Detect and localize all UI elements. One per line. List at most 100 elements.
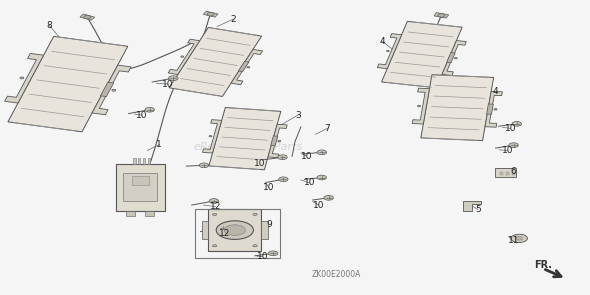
Polygon shape (378, 34, 402, 69)
Text: 10: 10 (263, 183, 274, 192)
Circle shape (20, 77, 24, 79)
Bar (132, 176, 149, 185)
Text: 4: 4 (379, 37, 385, 46)
Polygon shape (485, 91, 502, 127)
Text: 10: 10 (313, 201, 324, 209)
Circle shape (278, 155, 287, 160)
Polygon shape (168, 39, 199, 75)
Bar (143, 158, 145, 164)
Text: 1: 1 (156, 140, 162, 149)
FancyArrowPatch shape (206, 38, 250, 45)
FancyArrowPatch shape (219, 147, 265, 150)
FancyArrowPatch shape (214, 166, 260, 169)
Circle shape (516, 237, 523, 240)
Circle shape (212, 213, 217, 215)
Text: 6: 6 (510, 167, 516, 176)
Circle shape (278, 177, 288, 182)
FancyArrowPatch shape (408, 32, 453, 37)
FancyArrowPatch shape (432, 106, 483, 109)
FancyArrowPatch shape (174, 88, 218, 96)
FancyArrowPatch shape (230, 108, 276, 111)
Polygon shape (412, 88, 430, 124)
FancyArrowPatch shape (44, 65, 107, 74)
Circle shape (207, 12, 214, 16)
Circle shape (224, 225, 245, 235)
Text: 3: 3 (295, 111, 301, 119)
Circle shape (418, 105, 421, 107)
Circle shape (216, 221, 254, 240)
Circle shape (209, 135, 212, 137)
Bar (80, 14, 95, 20)
FancyArrowPatch shape (435, 86, 487, 88)
Bar (145, 211, 154, 216)
Circle shape (494, 109, 497, 110)
FancyArrowPatch shape (29, 94, 91, 103)
FancyArrowPatch shape (14, 123, 76, 131)
FancyArrowPatch shape (194, 58, 237, 65)
Text: ZK00E2000A: ZK00E2000A (312, 270, 361, 279)
Bar (209, 107, 281, 170)
Circle shape (112, 89, 116, 91)
Bar (495, 168, 516, 177)
FancyArrowPatch shape (386, 83, 431, 87)
Bar (195, 209, 280, 258)
Bar (434, 13, 448, 18)
Circle shape (317, 175, 326, 180)
Bar (8, 36, 128, 132)
Bar (512, 172, 515, 175)
Circle shape (181, 56, 183, 57)
FancyArrowPatch shape (391, 72, 436, 77)
FancyArrowPatch shape (395, 62, 440, 67)
Circle shape (253, 213, 257, 215)
FancyArrowPatch shape (404, 42, 448, 47)
Bar (261, 221, 268, 239)
Bar (500, 172, 503, 175)
Bar (138, 158, 140, 164)
Circle shape (438, 14, 445, 17)
FancyArrowPatch shape (399, 52, 444, 57)
Polygon shape (202, 120, 222, 153)
Circle shape (169, 76, 178, 81)
FancyArrowPatch shape (187, 68, 231, 76)
Text: 10: 10 (504, 124, 516, 133)
Text: 10: 10 (301, 152, 313, 161)
FancyArrowPatch shape (181, 78, 224, 86)
Text: 10: 10 (304, 178, 316, 187)
Bar (506, 172, 509, 175)
Bar (133, 158, 136, 164)
Circle shape (509, 143, 518, 148)
Polygon shape (231, 49, 263, 85)
Circle shape (512, 122, 522, 126)
FancyArrowPatch shape (37, 80, 99, 88)
FancyArrowPatch shape (21, 108, 84, 117)
Text: 11: 11 (507, 236, 519, 245)
Text: 10: 10 (254, 159, 266, 168)
Polygon shape (92, 65, 131, 115)
Bar (100, 82, 114, 96)
Circle shape (84, 15, 91, 19)
Text: 7: 7 (324, 124, 330, 133)
Polygon shape (464, 201, 481, 211)
Text: 2: 2 (230, 15, 236, 24)
Circle shape (212, 245, 217, 247)
Bar (148, 158, 150, 164)
Bar (116, 164, 165, 211)
Text: 10: 10 (257, 252, 268, 261)
FancyArrowPatch shape (213, 28, 257, 35)
FancyArrowPatch shape (200, 48, 244, 55)
Circle shape (317, 150, 326, 155)
Circle shape (278, 140, 281, 142)
Circle shape (386, 50, 389, 52)
FancyArrowPatch shape (434, 96, 485, 98)
FancyArrowPatch shape (412, 22, 457, 27)
Bar (202, 221, 208, 239)
Text: 4: 4 (493, 87, 499, 96)
Circle shape (511, 234, 527, 242)
Circle shape (145, 107, 155, 112)
Text: eReplacementParts: eReplacementParts (194, 142, 302, 153)
Bar (447, 53, 455, 63)
Circle shape (199, 163, 209, 168)
Circle shape (253, 245, 257, 247)
Circle shape (454, 58, 457, 59)
Bar (382, 21, 462, 88)
